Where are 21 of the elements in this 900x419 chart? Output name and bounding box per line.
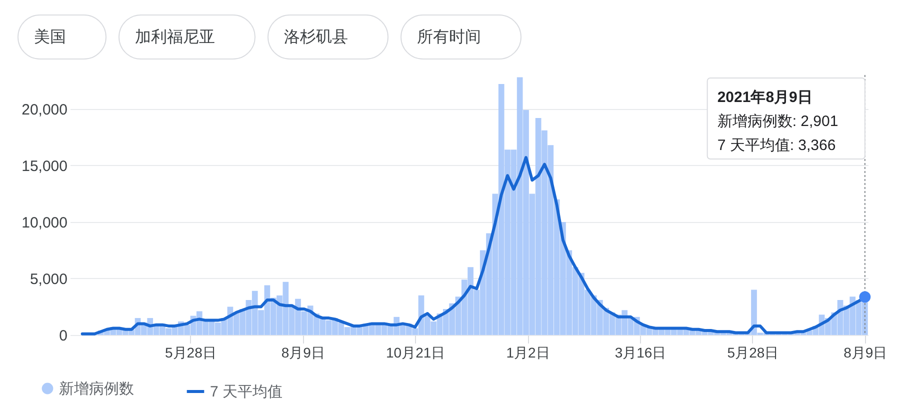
- y-tick-label: 15,000: [22, 158, 68, 175]
- annotation: 2021年8月9日: [717, 89, 812, 106]
- x-tick-label: 8月9日: [844, 344, 888, 360]
- text: 所有时间: [417, 28, 481, 46]
- legend-label: 7 天平均值: [210, 384, 283, 400]
- annotation: 新增病例数: 2,901: [717, 113, 838, 130]
- y-tick-label: 10,000: [22, 214, 68, 232]
- text: 加利福尼亚: [135, 28, 215, 46]
- x-tick-label: 3月16日: [614, 344, 666, 360]
- text: 洛杉矶县: [284, 28, 348, 46]
- legend-label: 新增病例数: [59, 380, 134, 398]
- x-tick-label: 1月2日: [506, 344, 550, 360]
- annotation: 7 天平均值: 3,366: [717, 137, 836, 154]
- y-tick-label: 0: [59, 328, 68, 344]
- text: 美国: [34, 28, 66, 46]
- x-tick-label: 8月9日: [281, 344, 325, 360]
- x-tick-label: 5月28日: [164, 344, 216, 360]
- x-tick-label: 5月28日: [727, 344, 779, 360]
- y-tick-label: 20,000: [22, 101, 68, 118]
- x-tick-label: 10月21日: [386, 344, 446, 360]
- y-tick-label: 5,000: [30, 270, 68, 288]
